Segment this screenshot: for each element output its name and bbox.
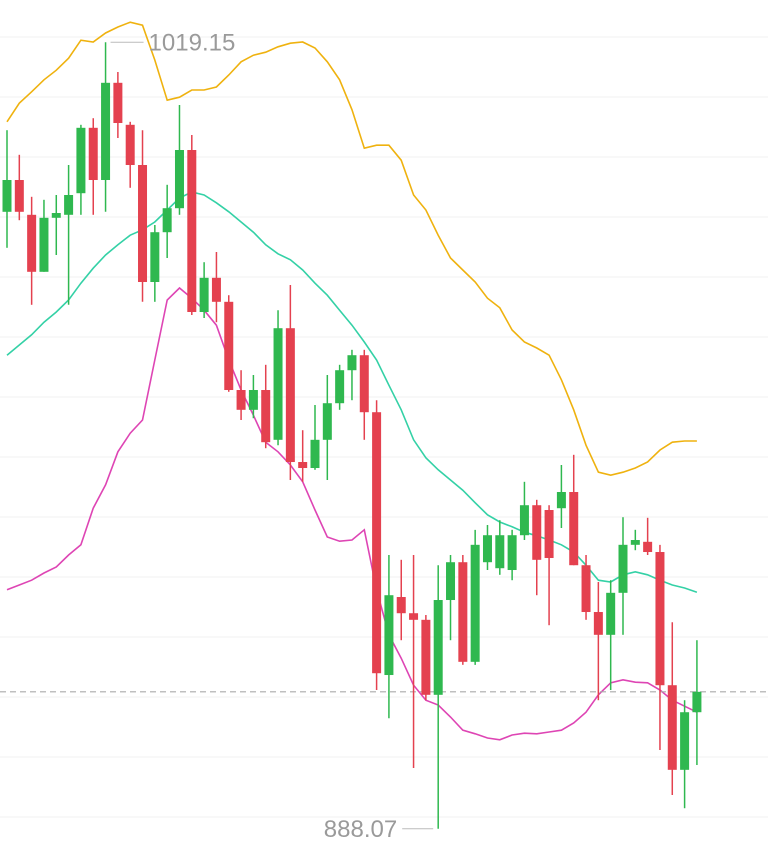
candle-body bbox=[14, 180, 24, 212]
candle-body bbox=[643, 541, 653, 553]
candle-body bbox=[581, 565, 591, 613]
candle-body bbox=[113, 82, 123, 124]
candle-body bbox=[298, 462, 308, 469]
candle-body bbox=[593, 612, 603, 635]
candle-body bbox=[618, 544, 628, 593]
candle-body bbox=[347, 355, 357, 371]
candle-body bbox=[667, 685, 677, 770]
candle-body bbox=[27, 214, 37, 272]
candle-body bbox=[384, 595, 394, 676]
candle-body bbox=[236, 390, 246, 410]
candle-body bbox=[692, 691, 702, 713]
candle-body bbox=[101, 82, 111, 181]
candle-body bbox=[76, 127, 86, 194]
candle-body bbox=[138, 165, 148, 283]
candle-body bbox=[88, 127, 98, 181]
candle-body bbox=[569, 492, 579, 566]
low-marker-label: 888.07 bbox=[324, 816, 397, 843]
candle-body bbox=[630, 540, 640, 545]
candle-body bbox=[187, 150, 197, 313]
candle-body bbox=[2, 180, 12, 212]
candle-body bbox=[125, 124, 135, 166]
candle-body bbox=[199, 277, 209, 313]
candle-body bbox=[532, 505, 542, 560]
high-marker-label: 1019.15 bbox=[149, 30, 236, 57]
candle-body bbox=[39, 217, 49, 272]
band-line bbox=[6, 286, 698, 741]
candle-body bbox=[211, 277, 221, 302]
band-line bbox=[6, 21, 697, 477]
candle-body bbox=[273, 328, 283, 440]
candle-body bbox=[248, 390, 258, 410]
candle-body bbox=[519, 505, 529, 536]
candle-body bbox=[51, 213, 61, 218]
candle-body bbox=[310, 439, 320, 469]
candle-body bbox=[544, 510, 554, 559]
candle-body bbox=[507, 535, 517, 571]
candle-body bbox=[409, 613, 419, 620]
candle-body bbox=[285, 328, 295, 463]
candle-body bbox=[458, 562, 468, 662]
candle-body bbox=[421, 619, 431, 695]
candle-body bbox=[482, 535, 492, 563]
candle-body bbox=[162, 208, 172, 233]
candle-body bbox=[359, 355, 369, 413]
band-line bbox=[6, 191, 698, 593]
candle-body bbox=[655, 552, 665, 686]
candle-body bbox=[335, 370, 345, 404]
candle-body bbox=[322, 403, 332, 440]
candle-body bbox=[446, 562, 456, 601]
candle-body bbox=[556, 492, 566, 509]
candle-body bbox=[680, 712, 690, 770]
candle-body bbox=[261, 390, 271, 443]
candle-body bbox=[433, 600, 443, 695]
candle-body bbox=[174, 150, 184, 209]
candle-body bbox=[396, 597, 406, 614]
candle-body bbox=[64, 195, 74, 215]
candle-body bbox=[224, 301, 234, 391]
candle-body bbox=[606, 592, 616, 635]
candle-body bbox=[495, 535, 505, 569]
candle-body bbox=[372, 412, 382, 674]
candle-body bbox=[470, 544, 480, 662]
candle-body bbox=[150, 232, 160, 283]
